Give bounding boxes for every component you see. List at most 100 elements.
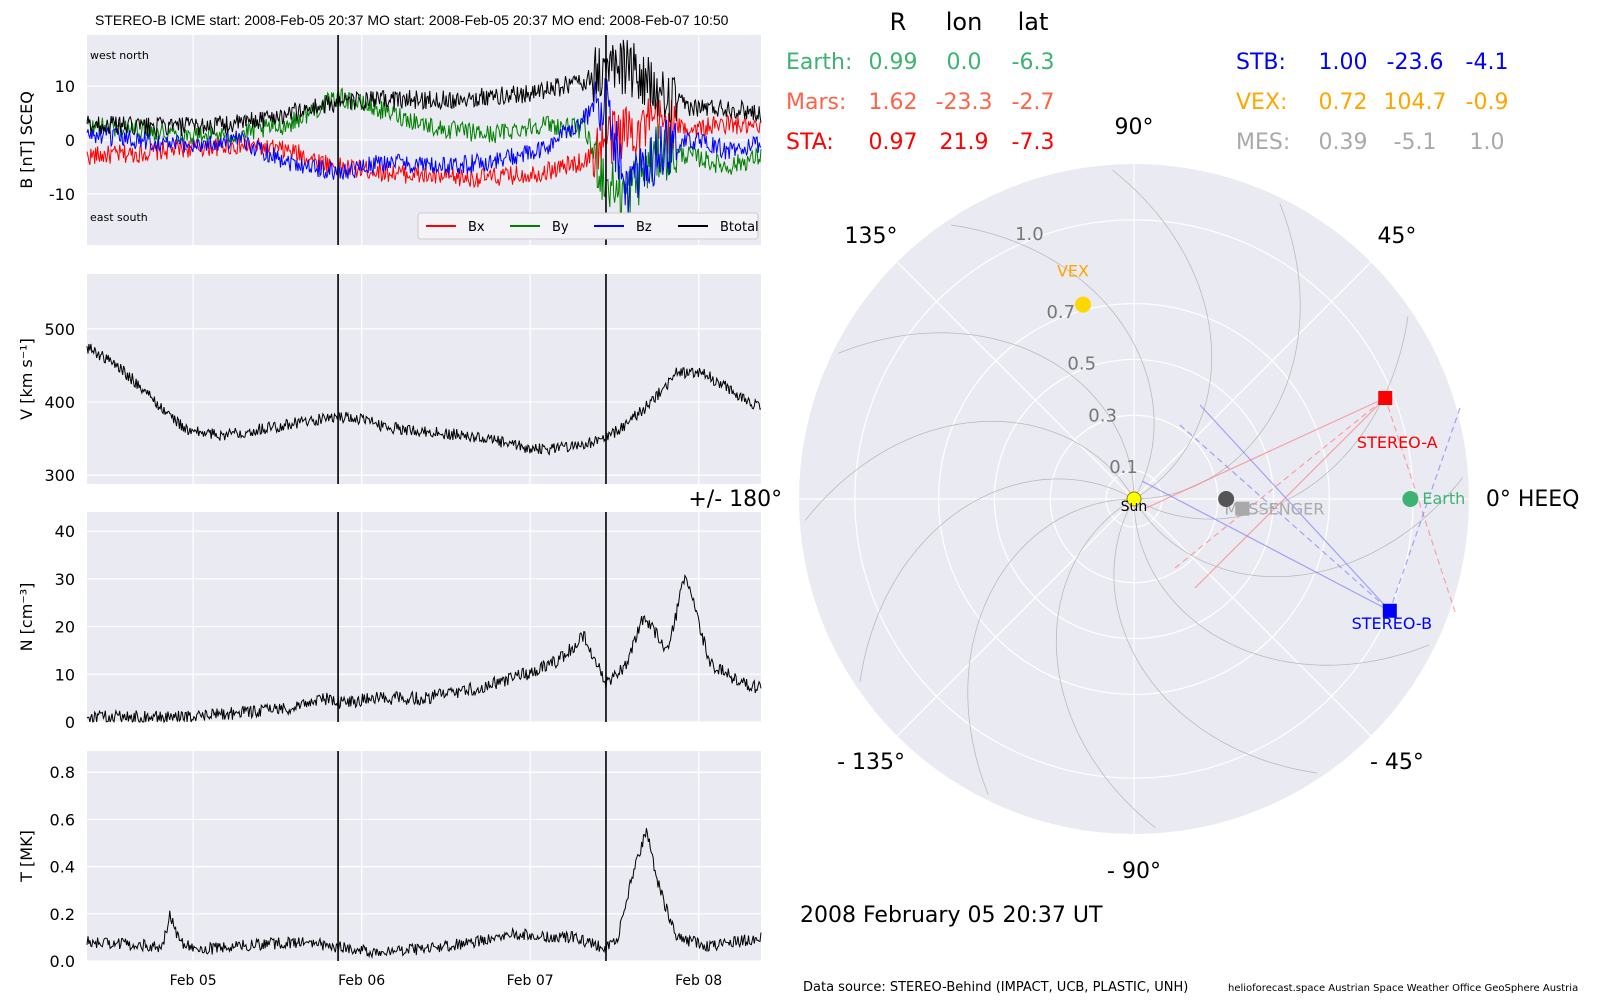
angle-label: 45° — [1377, 224, 1416, 249]
radial-tick-label: 0.7 — [1046, 302, 1075, 323]
parker-spiral — [1133, 477, 1464, 578]
series-Btotal — [86, 39, 762, 138]
table-row-name: STB: — [1236, 50, 1286, 75]
table-cell-lon: 21.9 — [940, 130, 989, 155]
series-T — [86, 828, 762, 959]
marker-STEREO-B — [1382, 603, 1397, 618]
parker-spiral — [1055, 498, 1156, 829]
y-tick-label: 30 — [55, 570, 75, 589]
angle-label: - 45° — [1370, 750, 1424, 775]
y-tick-label: 10 — [55, 665, 75, 684]
table-cell-lat: -2.7 — [1012, 90, 1055, 115]
label-STEREO-A: STEREO-A — [1357, 433, 1438, 452]
radial-tick-label: 0.1 — [1109, 457, 1138, 478]
table-cell-lon: 0.0 — [947, 50, 982, 75]
table-header: lon — [946, 8, 983, 36]
y-axis-label: T [MK] — [17, 830, 36, 883]
angle-label: +/- 180° — [688, 487, 782, 512]
table-cell-R: 0.72 — [1319, 90, 1368, 115]
table-row-name: Earth: — [786, 50, 852, 75]
table-header: R — [890, 8, 907, 36]
table-cell-lat: -0.9 — [1466, 90, 1509, 115]
radial-tick-label: 0.3 — [1088, 405, 1117, 426]
annotation-bottom: east south — [90, 211, 148, 224]
timestamp: 2008 February 05 20:37 UT — [800, 903, 1103, 928]
y-tick-label: -10 — [49, 185, 75, 204]
x-tick-label: Feb 07 — [507, 973, 554, 989]
data-source: Data source: STEREO-Behind (IMPACT, UCB,… — [803, 980, 1188, 995]
parker-spiral — [1112, 169, 1213, 500]
stb-ray-dashed — [1179, 424, 1391, 612]
panel-speed: 300 400 500 V [km s⁻¹] — [17, 274, 762, 485]
y-tick-label: 300 — [44, 466, 75, 485]
x-tick-label: Feb 05 — [170, 973, 217, 989]
table-cell-R: 1.62 — [869, 90, 918, 115]
parker-spiral — [838, 332, 1135, 500]
panel-background — [87, 751, 761, 961]
y-axis-label: V [km s⁻¹] — [17, 338, 36, 420]
polar-spoke — [896, 498, 1135, 737]
table-row-name: MES: — [1236, 130, 1290, 155]
table-cell-lon: -23.3 — [936, 90, 993, 115]
y-axis-label: B [nT] SCEQ — [17, 91, 36, 189]
parker-spiral — [1113, 498, 1317, 774]
marker-Mars — [1218, 491, 1235, 507]
y-tick-label: 10 — [55, 77, 75, 96]
stb-ray-dashed — [1389, 407, 1461, 611]
angle-label: 135° — [845, 224, 898, 249]
stb-ray — [1141, 480, 1391, 612]
label-VEX: VEX — [1057, 262, 1089, 281]
y-tick-label: 400 — [44, 393, 75, 412]
sta-ray — [1194, 397, 1386, 589]
series-N — [86, 573, 762, 724]
legend-box — [417, 212, 759, 240]
panel-temperature: 0.0 0.2 0.4 0.6 0.8 Feb 05 Feb 06 Feb 07 Feb 08 T… — [17, 751, 762, 989]
marker-Sun — [1126, 491, 1142, 507]
table-cell-R: 1.00 — [1319, 50, 1368, 75]
table-cell-lon: -5.1 — [1394, 130, 1437, 155]
parker-spiral — [1133, 498, 1430, 666]
y-tick-label: 0.8 — [50, 763, 75, 782]
polar-spoke — [1133, 498, 1372, 737]
x-tick-label: Feb 06 — [338, 973, 385, 989]
angle-label: - 135° — [837, 750, 905, 775]
marker-VEX — [1074, 296, 1091, 313]
marker-STEREO-A — [1378, 390, 1393, 405]
label-STEREO-B: STEREO-B — [1352, 614, 1432, 633]
sta-ray-dashed — [1384, 397, 1456, 613]
series-Bx — [86, 98, 762, 189]
label-Sun: Sun — [1121, 499, 1148, 515]
table-cell-lon: 104.7 — [1384, 90, 1447, 115]
credits: helioforecast.space Austrian Space Weath… — [1228, 983, 1578, 994]
table-cell-R: 0.99 — [869, 50, 918, 75]
panel-magnetic-field: -10 0 10 B [nT] SCEQ west north east south Bx B… — [17, 35, 762, 245]
x-tick-label: Feb 08 — [675, 973, 722, 989]
legend-label: Bz — [636, 220, 652, 235]
annotation-top: west north — [90, 49, 149, 62]
y-tick-label: 500 — [44, 320, 75, 339]
panel-background — [87, 512, 761, 722]
table-cell-R: 0.39 — [1319, 130, 1368, 155]
table-cell-lat: 1.0 — [1470, 130, 1505, 155]
y-tick-label: 0.2 — [50, 905, 75, 924]
table-cell-lat: -7.3 — [1012, 130, 1055, 155]
y-tick-label: 0 — [65, 713, 75, 732]
sta-ray-dashed — [1174, 397, 1386, 569]
angle-label: - 90° — [1107, 859, 1161, 884]
legend-label: By — [552, 220, 569, 235]
y-tick-label: 0.6 — [50, 810, 75, 829]
label-MESSENGER: MESSENGER — [1224, 500, 1324, 519]
table-cell-lon: -23.6 — [1387, 50, 1444, 75]
y-tick-label: 0.4 — [50, 858, 75, 877]
sta-ray — [1143, 397, 1386, 510]
stb-ray — [1199, 404, 1391, 612]
y-tick-label: 0 — [65, 131, 75, 150]
y-axis-label: N [cm⁻³] — [17, 583, 36, 652]
polar-spoke — [1133, 261, 1372, 500]
parker-spiral — [951, 224, 1155, 500]
table-row-name: STA: — [786, 130, 834, 155]
figure-header: STEREO-B ICME start: 2008-Feb-05 20:37 M… — [95, 12, 729, 28]
panel-density: 0 10 20 30 40 N [cm⁻³] — [17, 512, 762, 732]
angle-label: 90° — [1115, 115, 1154, 140]
